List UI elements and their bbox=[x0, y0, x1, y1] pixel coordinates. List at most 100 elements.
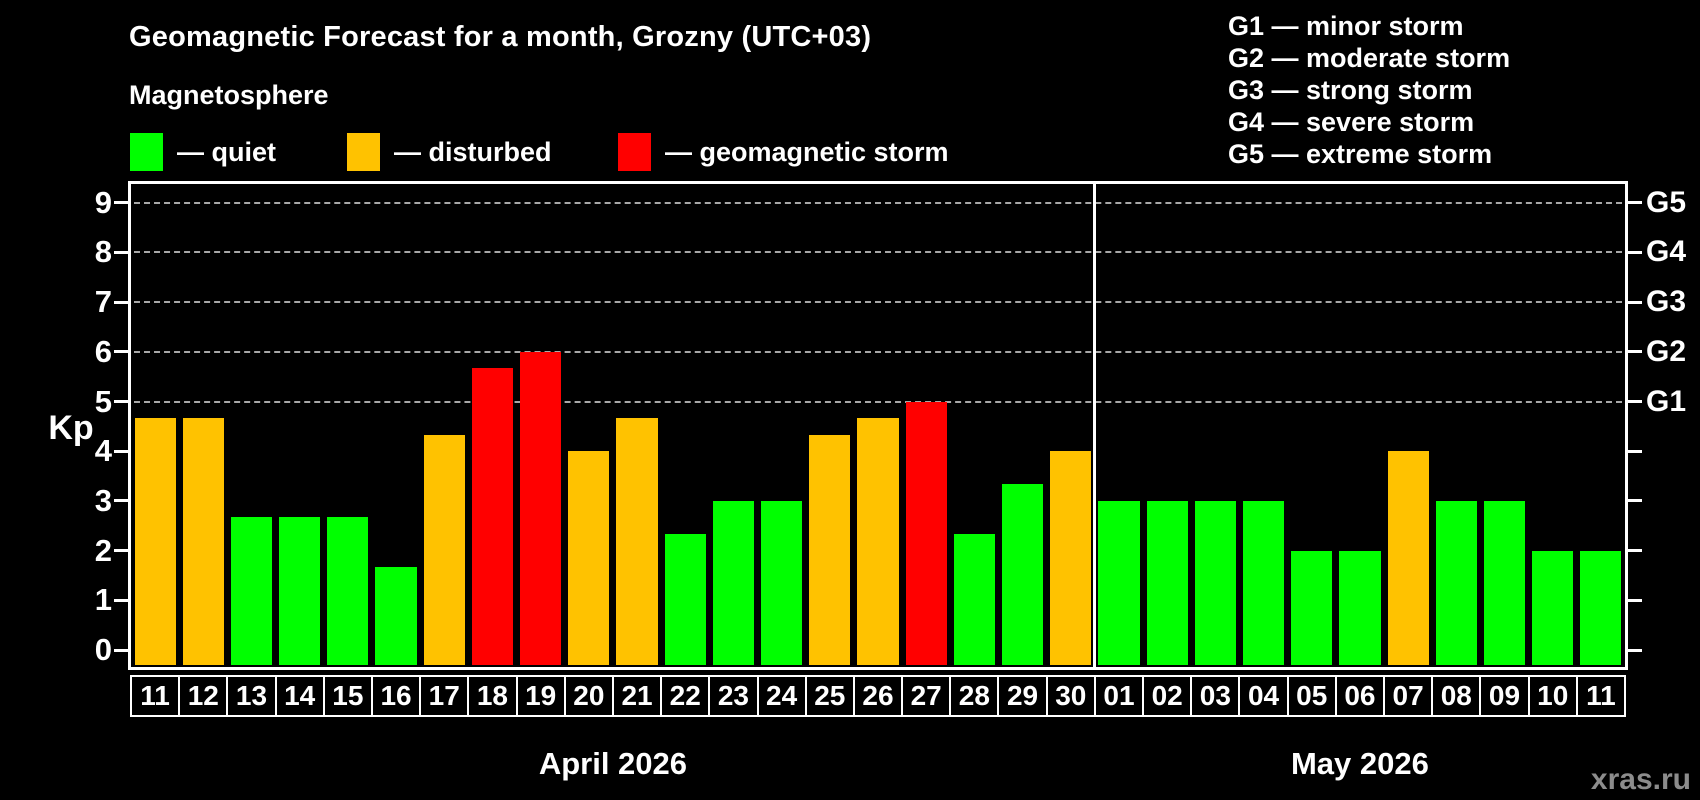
y-axis-tick-left bbox=[114, 400, 128, 403]
date-cell-23: 23 bbox=[708, 675, 759, 717]
date-cell-20: 20 bbox=[563, 675, 614, 717]
date-cell-17: 17 bbox=[419, 675, 470, 717]
date-cell-01: 01 bbox=[1093, 675, 1145, 717]
y-axis-tick-right bbox=[1628, 300, 1642, 304]
kp-bar-day-07 bbox=[1387, 451, 1429, 665]
date-cell-29: 29 bbox=[997, 675, 1048, 717]
date-cell-11: 11 bbox=[1575, 675, 1626, 717]
y-axis-title: Kp bbox=[48, 409, 94, 447]
kp-bar-day-10 bbox=[1532, 550, 1574, 665]
legend-item-disturbed: — disturbed bbox=[347, 133, 552, 171]
month-label-april: April 2026 bbox=[538, 746, 688, 781]
kp-bar-day-11 bbox=[134, 417, 176, 665]
right-axis-label-G1: G1 bbox=[1646, 384, 1687, 418]
gridline-kp-9 bbox=[134, 201, 1622, 204]
kp-bar-day-23 bbox=[712, 500, 754, 665]
y-axis-tick-right bbox=[1628, 549, 1642, 553]
kp-bar-day-26 bbox=[857, 417, 899, 665]
y-axis-label-0: 0 bbox=[94, 632, 112, 667]
date-cell-28: 28 bbox=[949, 675, 1000, 717]
kp-bar-day-15 bbox=[327, 517, 369, 665]
legend-item-quiet: — quiet bbox=[130, 133, 276, 171]
g-scale-legend-line-4: G4 — severe storm bbox=[1228, 107, 1475, 137]
y-axis-tick-left bbox=[114, 350, 128, 354]
month-separator bbox=[1093, 184, 1097, 667]
date-cell-30: 30 bbox=[1045, 675, 1096, 717]
right-axis-label-G2: G2 bbox=[1646, 334, 1687, 368]
kp-bar-day-24 bbox=[761, 500, 803, 665]
kp-bar-day-12 bbox=[182, 417, 224, 665]
date-cell-13: 13 bbox=[226, 675, 277, 717]
kp-bar-day-16 bbox=[375, 567, 417, 665]
kp-bar-day-19 bbox=[520, 351, 562, 665]
watermark: xras.ru bbox=[1590, 763, 1691, 796]
date-cell-25: 25 bbox=[804, 675, 855, 717]
date-cell-04: 04 bbox=[1238, 675, 1289, 717]
g-scale-legend-line-2: G2 — moderate storm bbox=[1228, 43, 1511, 73]
legend-label-disturbed: — disturbed bbox=[394, 136, 552, 167]
date-cell-18: 18 bbox=[467, 675, 518, 717]
kp-bar-day-17 bbox=[423, 434, 465, 665]
kp-bar-day-02 bbox=[1146, 500, 1188, 665]
right-axis-label-G4: G4 bbox=[1646, 235, 1687, 269]
date-cell-05: 05 bbox=[1286, 675, 1337, 717]
month-label-may: May 2026 bbox=[1290, 746, 1429, 781]
date-cell-09: 09 bbox=[1479, 675, 1530, 717]
y-axis-tick-right bbox=[1628, 598, 1642, 602]
date-cell-12: 12 bbox=[178, 675, 229, 717]
right-axis-label-G3: G3 bbox=[1646, 285, 1687, 319]
g-scale-legend-line-5: G5 — extreme storm bbox=[1228, 139, 1493, 169]
date-cell-26: 26 bbox=[852, 675, 904, 717]
disturbed-swatch-icon bbox=[347, 133, 380, 171]
kp-bar-day-22 bbox=[664, 534, 706, 665]
date-cell-14: 14 bbox=[274, 675, 325, 717]
date-cell-15: 15 bbox=[322, 675, 373, 717]
y-axis-tick-right bbox=[1628, 449, 1642, 453]
gridline-kp-8 bbox=[134, 251, 1622, 254]
date-cell-07: 07 bbox=[1383, 675, 1434, 717]
date-cell-08: 08 bbox=[1431, 675, 1482, 717]
y-axis-tick-left bbox=[114, 250, 128, 254]
kp-bar-day-14 bbox=[279, 517, 321, 665]
kp-bar-day-20 bbox=[568, 451, 610, 665]
y-axis-label-5: 5 bbox=[94, 383, 112, 419]
kp-bar-day-25 bbox=[809, 434, 851, 665]
kp-bar-day-27 bbox=[905, 401, 947, 665]
kp-bar-day-06 bbox=[1339, 550, 1381, 665]
y-axis-tick-left bbox=[114, 549, 128, 553]
g-scale-legend: G1 — minor storm G2 — moderate storm G3 — … bbox=[1228, 10, 1510, 170]
kp-bar-day-21 bbox=[616, 417, 658, 665]
date-cell-19: 19 bbox=[515, 675, 566, 717]
y-axis-tick-left bbox=[114, 598, 128, 602]
y-axis-label-6: 6 bbox=[94, 333, 112, 369]
date-cell-21: 21 bbox=[611, 675, 663, 717]
plot-area-border bbox=[128, 181, 1628, 670]
y-axis-tick-left bbox=[114, 201, 128, 205]
legend-label-storm: — geomagnetic storm bbox=[665, 136, 949, 167]
kp-bar-day-13 bbox=[230, 517, 273, 665]
y-axis-tick-left bbox=[114, 648, 128, 652]
date-cell-03: 03 bbox=[1190, 675, 1241, 717]
y-axis-label-9: 9 bbox=[94, 184, 112, 220]
y-axis-tick-left bbox=[114, 499, 128, 503]
date-cell-10: 10 bbox=[1527, 675, 1578, 717]
date-cell-11: 11 bbox=[130, 675, 181, 717]
kp-bar-day-29 bbox=[1001, 484, 1044, 665]
legend-label-quiet: — quiet bbox=[177, 136, 276, 167]
quiet-swatch-icon bbox=[130, 133, 163, 171]
right-axis-label-G5: G5 bbox=[1646, 185, 1687, 219]
y-axis-tick-right bbox=[1628, 499, 1642, 503]
gridline-kp-7 bbox=[134, 301, 1622, 304]
date-cell-24: 24 bbox=[756, 675, 807, 717]
y-axis-tick-right bbox=[1628, 400, 1642, 403]
y-axis-label-4: 4 bbox=[94, 433, 112, 469]
magnetosphere-label: Magnetosphere bbox=[129, 80, 329, 110]
g-scale-legend-line-1: G1 — minor storm bbox=[1228, 11, 1464, 41]
kp-bar-day-08 bbox=[1435, 500, 1477, 665]
g-scale-legend-line-3: G3 — strong storm bbox=[1228, 75, 1473, 105]
kp-bar-day-28 bbox=[953, 534, 995, 665]
y-axis-label-7: 7 bbox=[94, 284, 112, 320]
y-axis-tick-right bbox=[1628, 648, 1642, 652]
kp-bar-day-04 bbox=[1242, 500, 1285, 665]
